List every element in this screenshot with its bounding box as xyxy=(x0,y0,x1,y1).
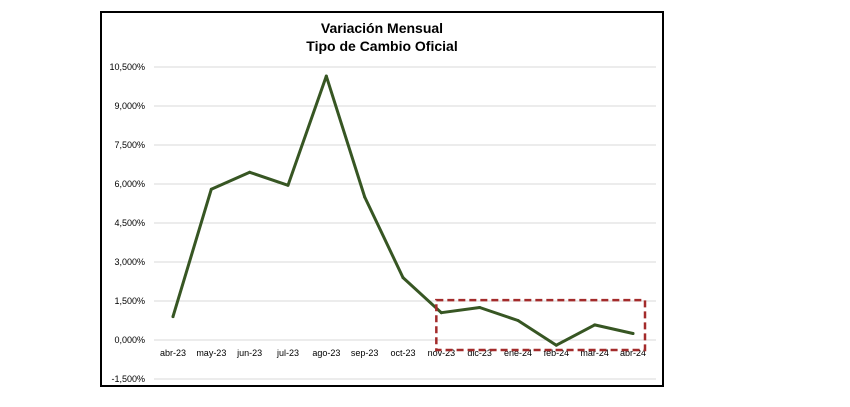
x-tick-label: jun-23 xyxy=(236,348,262,358)
data-point xyxy=(439,311,443,315)
y-tick-label: -1,500% xyxy=(111,374,145,384)
x-tick-label: sep-23 xyxy=(351,348,379,358)
data-point xyxy=(631,332,635,335)
x-tick-label: jul-23 xyxy=(276,348,299,358)
x-axis-ticks: abr-23 may-23 jun-23 jul-23 ago-23 sep-23 oct-… xyxy=(160,348,646,358)
x-tick-label: ago-23 xyxy=(312,348,340,358)
chart-title: Variación Mensual xyxy=(321,20,443,36)
y-tick-label: 4,500% xyxy=(114,218,145,228)
chart-frame xyxy=(100,11,664,387)
series-layer xyxy=(171,74,635,347)
y-tick-label: 6,000% xyxy=(114,179,145,189)
y-tick-label: 0,000% xyxy=(114,335,145,345)
x-tick-label: abr-24 xyxy=(620,348,646,358)
x-tick-label: ene-24 xyxy=(504,348,532,358)
data-point xyxy=(478,306,482,309)
gridlines xyxy=(154,66,656,380)
y-tick-label: 10,500% xyxy=(109,62,145,72)
data-point xyxy=(363,195,367,199)
highlight-box xyxy=(435,298,647,352)
series-line xyxy=(171,74,635,347)
x-tick-label: oct-23 xyxy=(390,348,415,358)
y-tick-label: 1,500% xyxy=(114,296,145,306)
x-tick-label: may-23 xyxy=(196,348,226,358)
data-point xyxy=(286,183,290,187)
x-tick-label: mar-24 xyxy=(580,348,609,358)
x-tick-label: feb-24 xyxy=(544,348,570,358)
y-tick-label: 7,500% xyxy=(114,140,145,150)
y-tick-label: 3,000% xyxy=(114,257,145,267)
data-point xyxy=(516,319,520,322)
data-point xyxy=(171,315,175,319)
data-point xyxy=(324,74,328,78)
data-point xyxy=(209,187,213,191)
y-axis-ticks: -1,500% 0,000% 1,500% 3,000% 4,500% 6,000% 7,5… xyxy=(109,62,145,384)
data-point xyxy=(401,276,405,280)
data-point xyxy=(593,323,597,327)
x-tick-label: nov-23 xyxy=(428,348,456,358)
data-point xyxy=(248,170,252,174)
x-tick-label: dic-23 xyxy=(467,348,492,358)
data-point xyxy=(554,343,558,347)
highlight-layer xyxy=(435,298,647,352)
y-tick-label: 9,000% xyxy=(114,101,145,111)
chart-subtitle: Tipo de Cambio Oficial xyxy=(306,38,457,54)
x-tick-label: abr-23 xyxy=(160,348,186,358)
